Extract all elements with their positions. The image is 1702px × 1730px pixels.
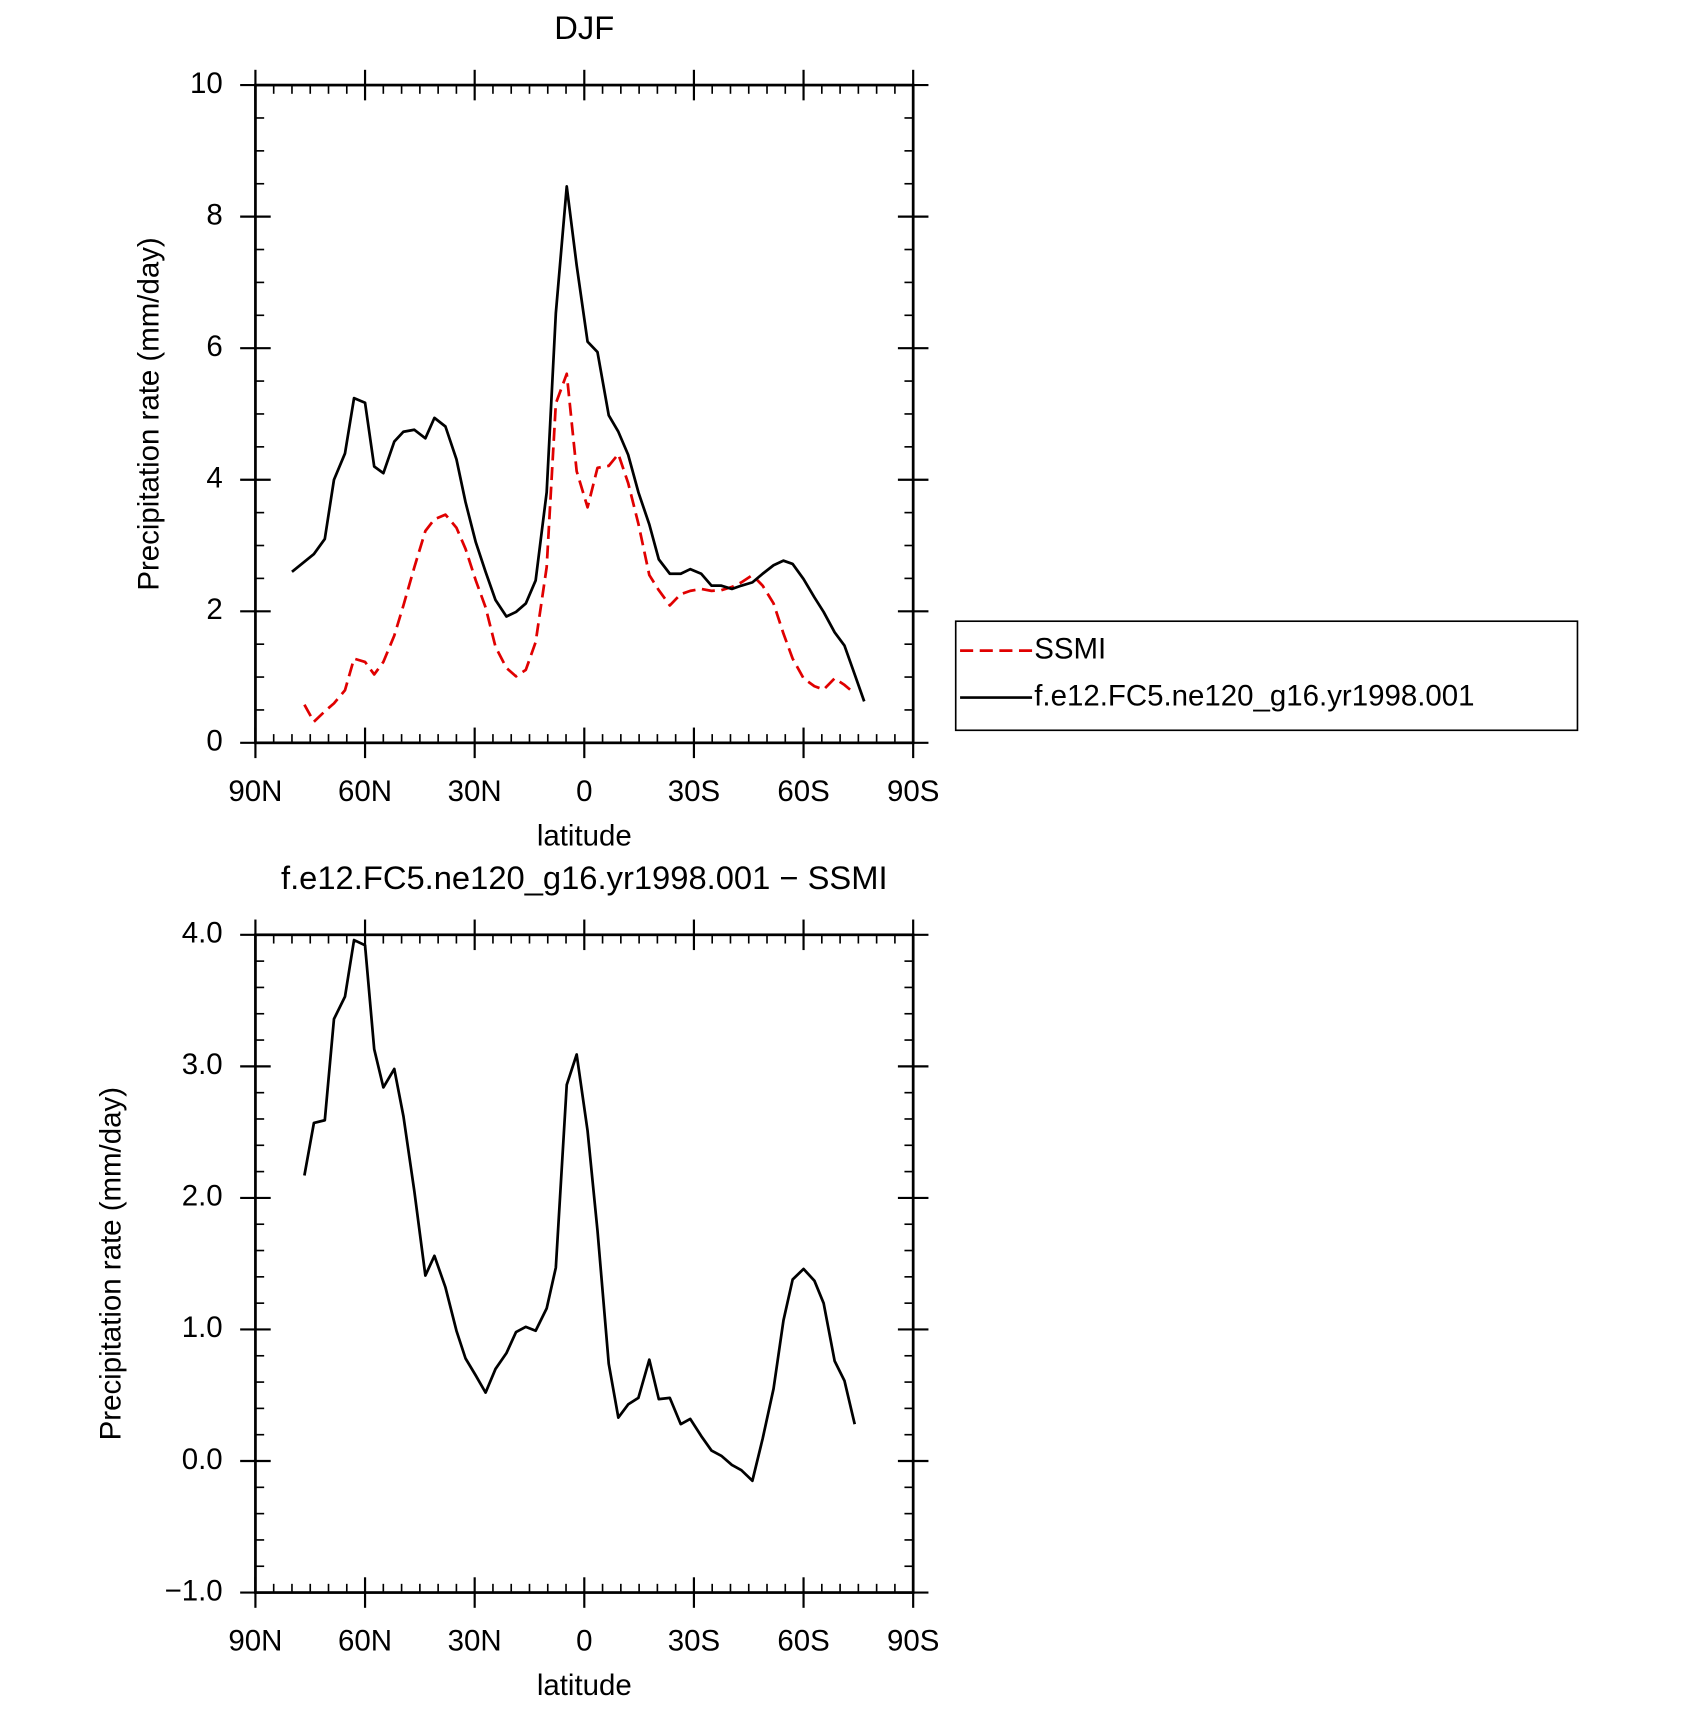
x-tick-label: 60N [338, 775, 392, 808]
series-line [303, 938, 857, 1483]
y-tick-label: 0 [206, 725, 222, 758]
x-tick-label: 0 [576, 1625, 592, 1658]
x-tick-label: 30N [448, 775, 502, 808]
plot-frame [254, 83, 915, 745]
chart-title: DJF [554, 9, 614, 46]
y-tick-label: 2 [206, 593, 222, 626]
y-axis-label: Precipitation rate (mm/day) [94, 1087, 127, 1440]
series-line [291, 185, 866, 702]
y-tick-label: 0.0 [182, 1443, 223, 1476]
y-tick-label: 6 [206, 330, 222, 363]
y-tick-label: 4 [206, 462, 222, 495]
x-tick-label: 0 [576, 775, 592, 808]
legend-box [954, 620, 1579, 732]
x-tick-label: 90N [228, 1625, 282, 1658]
y-tick-label: 3.0 [182, 1048, 223, 1081]
chart-title: f.e12.FC5.ne120_g16.yr1998.001 − SSMI [281, 859, 888, 896]
y-tick-label: 10 [190, 67, 223, 100]
y-tick-label: 1.0 [182, 1311, 223, 1344]
x-axis-label: latitude [537, 1669, 632, 1702]
x-tick-label: 90S [887, 775, 939, 808]
x-tick-label: 30N [448, 1625, 502, 1658]
x-tick-label: 60S [777, 775, 829, 808]
x-tick-label: 60N [338, 1625, 392, 1658]
legend-label: SSMI [1034, 632, 1106, 665]
x-tick-label: 60S [777, 1625, 829, 1658]
x-tick-label: 90N [228, 775, 282, 808]
x-tick-label: 90S [887, 1625, 939, 1658]
x-tick-label: 30S [668, 1625, 720, 1658]
legend-label: f.e12.FC5.ne120_g16.yr1998.001 [1034, 679, 1474, 712]
plot-frame [254, 933, 915, 1594]
y-tick-label: −1.0 [165, 1574, 223, 1607]
series-line [303, 372, 856, 724]
x-tick-label: 30S [668, 775, 720, 808]
y-tick-label: 2.0 [182, 1180, 223, 1213]
y-tick-label: 4.0 [182, 917, 223, 950]
y-axis-label: Precipitation rate (mm/day) [132, 237, 165, 590]
y-tick-label: 8 [206, 198, 222, 231]
x-axis-label: latitude [537, 820, 632, 853]
